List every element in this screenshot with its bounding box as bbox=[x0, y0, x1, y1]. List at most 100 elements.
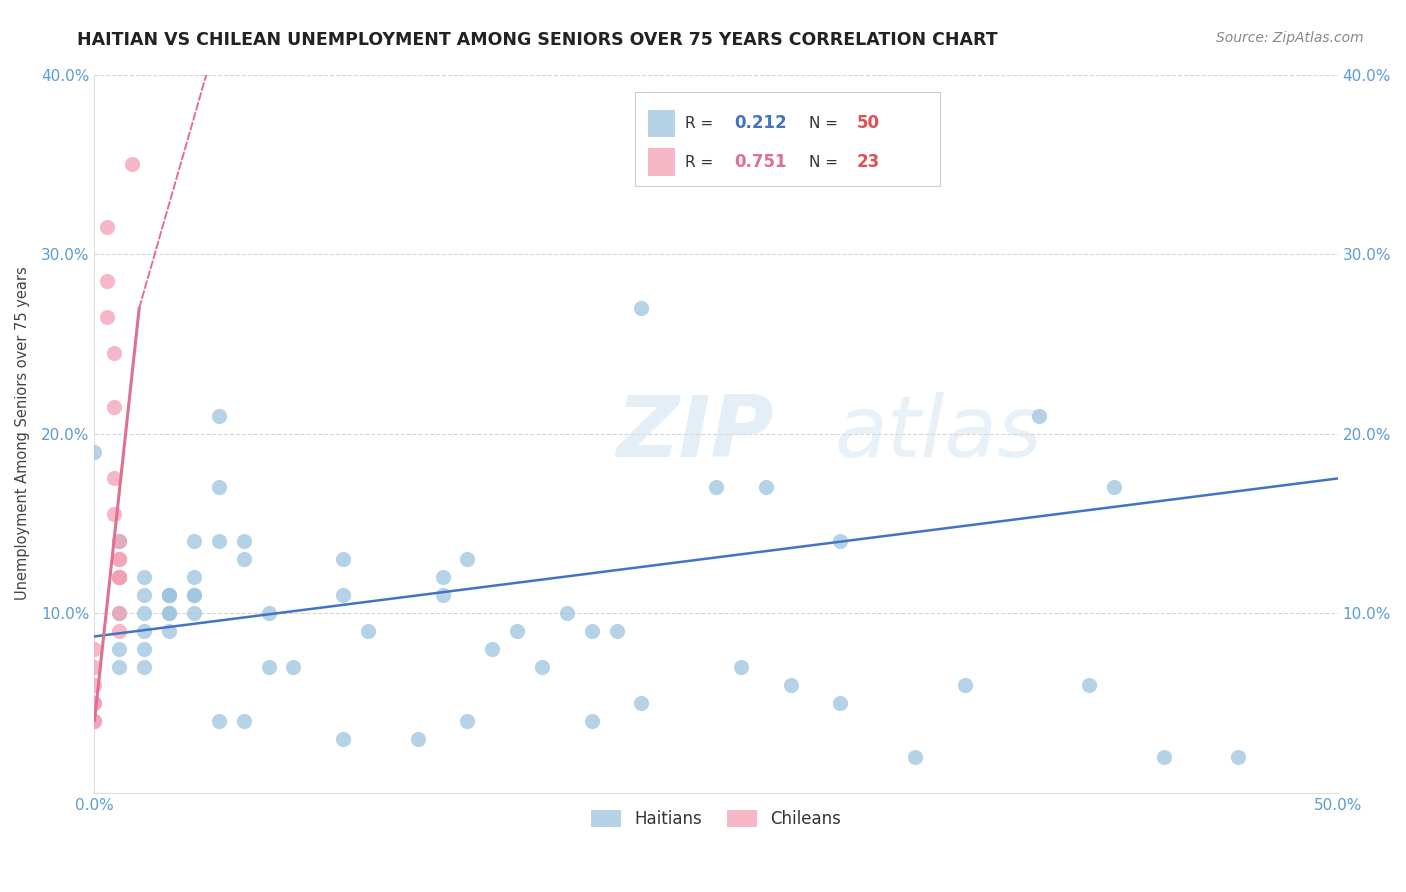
Point bbox=[208, 480, 231, 494]
Point bbox=[103, 471, 125, 485]
Point bbox=[1153, 749, 1175, 764]
Point bbox=[183, 588, 205, 602]
Point bbox=[232, 534, 254, 549]
Point bbox=[1078, 678, 1101, 692]
Point bbox=[157, 606, 180, 620]
Point bbox=[183, 606, 205, 620]
Point bbox=[108, 606, 131, 620]
Text: 50: 50 bbox=[856, 114, 880, 132]
Point bbox=[704, 480, 727, 494]
Point bbox=[630, 696, 652, 710]
Text: atlas: atlas bbox=[834, 392, 1042, 475]
Point bbox=[208, 409, 231, 423]
Point bbox=[208, 534, 231, 549]
Point bbox=[953, 678, 976, 692]
Point bbox=[134, 660, 156, 674]
Point bbox=[83, 714, 105, 728]
Point bbox=[555, 606, 578, 620]
Point bbox=[630, 301, 652, 315]
Y-axis label: Unemployment Among Seniors over 75 years: Unemployment Among Seniors over 75 years bbox=[15, 267, 30, 600]
Point bbox=[103, 346, 125, 360]
Point bbox=[108, 570, 131, 584]
Point bbox=[83, 696, 105, 710]
Bar bbox=[648, 110, 675, 137]
Point bbox=[108, 552, 131, 566]
Point bbox=[108, 642, 131, 657]
Point bbox=[183, 588, 205, 602]
Point bbox=[96, 310, 118, 324]
Point bbox=[183, 570, 205, 584]
Text: R =: R = bbox=[685, 154, 718, 169]
Point bbox=[830, 534, 852, 549]
Point bbox=[581, 714, 603, 728]
Point bbox=[108, 570, 131, 584]
Point bbox=[406, 731, 429, 746]
Point bbox=[96, 274, 118, 288]
Point bbox=[157, 588, 180, 602]
Point bbox=[432, 588, 454, 602]
Point bbox=[1227, 749, 1250, 764]
Legend: Haitians, Chileans: Haitians, Chileans bbox=[585, 803, 848, 835]
Point bbox=[332, 731, 354, 746]
Point bbox=[83, 714, 105, 728]
Point bbox=[96, 220, 118, 235]
Point bbox=[456, 552, 478, 566]
Point bbox=[1102, 480, 1125, 494]
Point bbox=[134, 642, 156, 657]
Text: N =: N = bbox=[810, 116, 844, 131]
Point bbox=[108, 534, 131, 549]
Point bbox=[904, 749, 927, 764]
Text: 0.212: 0.212 bbox=[735, 114, 787, 132]
Point bbox=[432, 570, 454, 584]
Point bbox=[83, 696, 105, 710]
Point bbox=[83, 642, 105, 657]
Point bbox=[108, 570, 131, 584]
Point bbox=[108, 534, 131, 549]
Point bbox=[108, 606, 131, 620]
Point bbox=[134, 624, 156, 638]
Point bbox=[83, 660, 105, 674]
Point bbox=[755, 480, 778, 494]
Text: R =: R = bbox=[685, 116, 718, 131]
Bar bbox=[648, 148, 675, 176]
Point bbox=[83, 678, 105, 692]
Point bbox=[108, 570, 131, 584]
Point bbox=[257, 606, 280, 620]
Point bbox=[357, 624, 380, 638]
Point bbox=[283, 660, 305, 674]
Point bbox=[83, 444, 105, 458]
Point bbox=[121, 157, 143, 171]
Point bbox=[581, 624, 603, 638]
Point bbox=[108, 552, 131, 566]
Point bbox=[332, 588, 354, 602]
Point bbox=[332, 552, 354, 566]
Point bbox=[232, 552, 254, 566]
Point bbox=[456, 714, 478, 728]
Point bbox=[108, 624, 131, 638]
Point bbox=[530, 660, 553, 674]
Point bbox=[134, 588, 156, 602]
Point bbox=[830, 696, 852, 710]
Point bbox=[183, 534, 205, 549]
Point bbox=[134, 570, 156, 584]
Point bbox=[257, 660, 280, 674]
Point bbox=[606, 624, 628, 638]
Text: Source: ZipAtlas.com: Source: ZipAtlas.com bbox=[1216, 31, 1364, 45]
Point bbox=[1028, 409, 1050, 423]
Point bbox=[506, 624, 529, 638]
Point bbox=[157, 606, 180, 620]
Point bbox=[108, 660, 131, 674]
Point bbox=[103, 400, 125, 414]
Point bbox=[779, 678, 801, 692]
Text: 23: 23 bbox=[856, 153, 880, 171]
Point bbox=[730, 660, 752, 674]
Point bbox=[157, 588, 180, 602]
Point bbox=[157, 624, 180, 638]
Text: 0.751: 0.751 bbox=[735, 153, 787, 171]
Point bbox=[232, 714, 254, 728]
Text: ZIP: ZIP bbox=[617, 392, 775, 475]
Point bbox=[481, 642, 503, 657]
Point bbox=[134, 606, 156, 620]
Point bbox=[157, 588, 180, 602]
Point bbox=[103, 508, 125, 522]
